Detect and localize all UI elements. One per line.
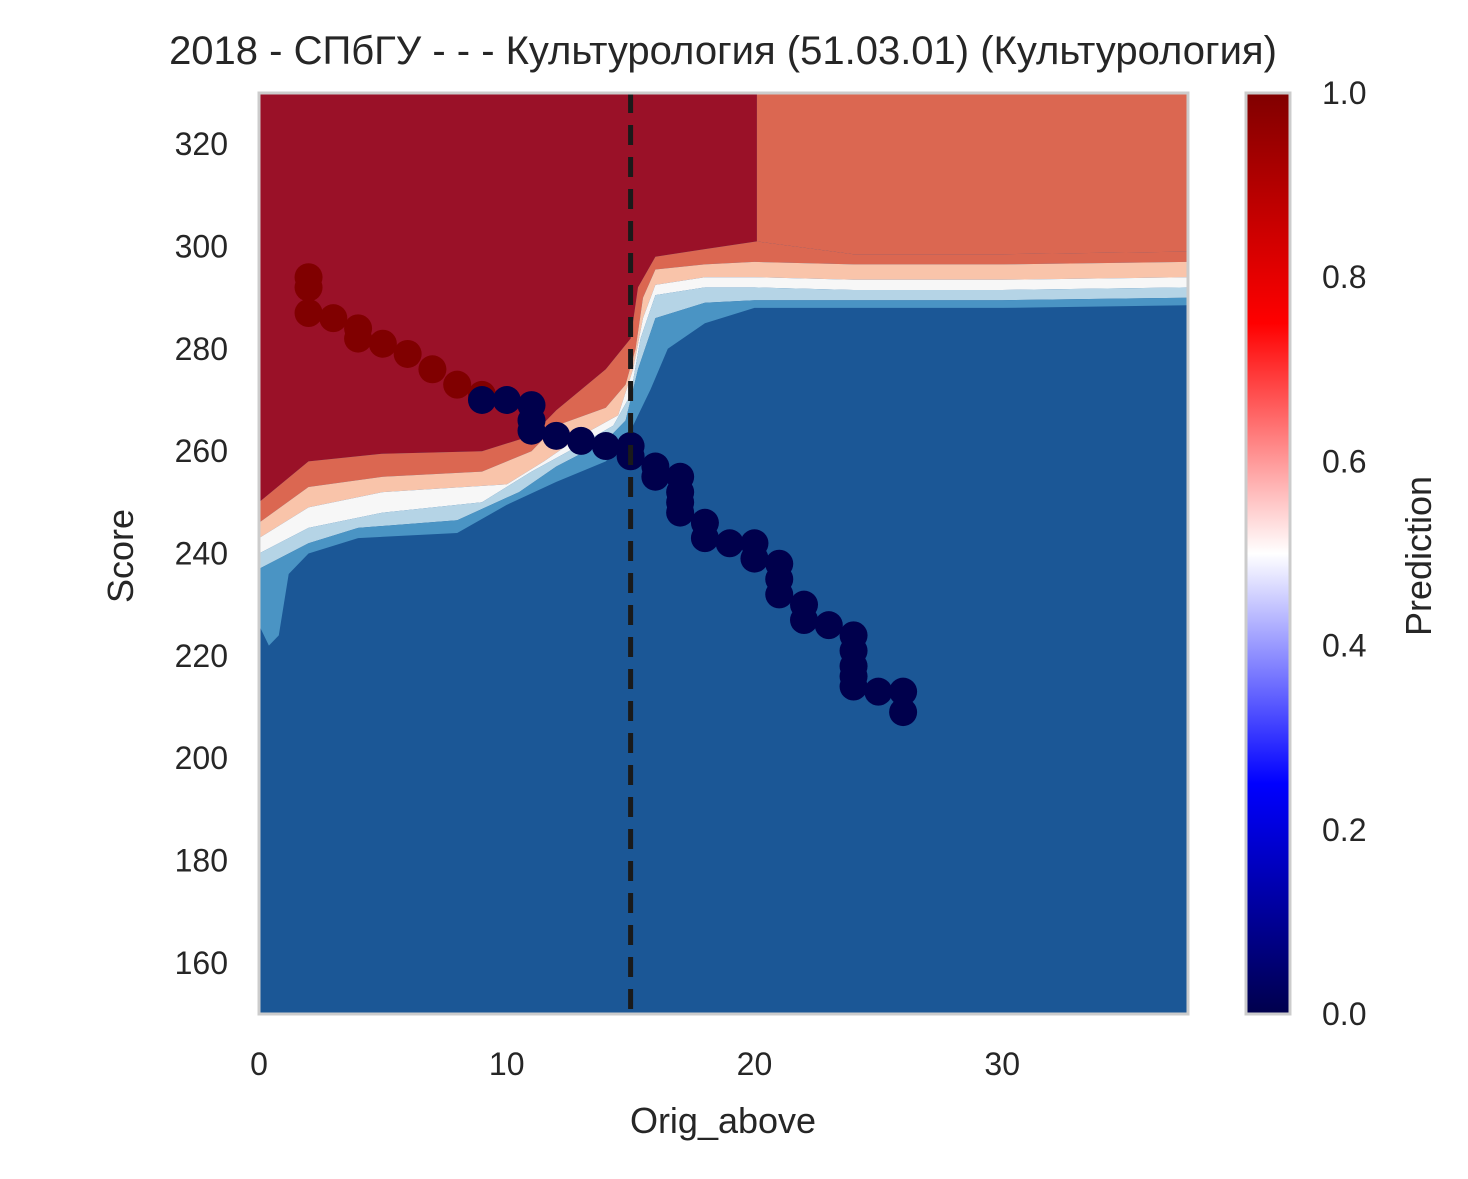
x-tick-label: 10 <box>489 1046 525 1082</box>
y-tick-label: 180 <box>175 843 228 879</box>
scatter-point-high <box>294 299 323 328</box>
y-tick-label: 280 <box>175 331 228 367</box>
colorbar-label: Prediction <box>1398 476 1439 636</box>
x-tick-label: 0 <box>250 1046 268 1082</box>
scatter-point-low <box>467 386 496 414</box>
scatter-point-low <box>517 416 546 445</box>
scatter-point-high <box>319 304 348 333</box>
scatter-point-high <box>418 355 447 384</box>
transition-band-red <box>259 241 1188 523</box>
colorbar-ticks: 0.0 0.2 0.4 0.6 0.8 1.0 <box>1322 75 1366 1032</box>
scatter-point-low <box>666 498 695 527</box>
colorbar-tick-label: 0.6 <box>1322 443 1366 479</box>
scatter-point-low <box>641 462 670 491</box>
colorbar-tick-label: 0.2 <box>1322 812 1366 848</box>
scatter-point-low <box>864 677 893 706</box>
scatter-point-low <box>591 432 620 461</box>
scatter-point-low <box>889 677 918 706</box>
colorbar-tick-label: 0.8 <box>1322 259 1366 295</box>
scatter-point-high <box>443 370 472 399</box>
scatter-point-low <box>567 426 596 455</box>
y-axis-ticks: 160 180 200 220 240 260 280 300 320 <box>175 126 228 981</box>
y-tick-label: 240 <box>175 536 228 572</box>
scatter-point-low <box>839 672 868 701</box>
scatter-point-high <box>344 324 373 353</box>
y-tick-label: 260 <box>175 433 228 469</box>
x-tick-label: 20 <box>737 1046 773 1082</box>
scatter-point-high <box>393 339 422 368</box>
y-tick-label: 220 <box>175 638 228 674</box>
colorbar-tick-label: 0.0 <box>1322 996 1366 1032</box>
upper-right-region <box>756 93 1188 255</box>
y-axis-label: Score <box>100 509 141 603</box>
colorbar-tick-label: 0.4 <box>1322 628 1366 664</box>
scatter-point-low <box>790 606 819 635</box>
scatter-point-low <box>740 544 769 573</box>
scatter-point-low <box>492 386 521 414</box>
y-tick-label: 160 <box>175 945 228 981</box>
scatter-point-low <box>765 580 794 609</box>
scatter-point-low <box>690 524 719 553</box>
scatter-point-high <box>368 329 397 358</box>
colorbar-tick-label: 1.0 <box>1322 75 1366 111</box>
x-axis-label: Orig_above <box>630 1100 816 1141</box>
transition-band-salmon <box>259 261 1188 539</box>
colorbar <box>1244 91 1292 1016</box>
scatter-point-high <box>294 273 323 302</box>
scatter-point-low <box>715 529 744 558</box>
y-tick-label: 320 <box>175 126 228 162</box>
plot-frame <box>257 91 1190 1016</box>
scatter-point-low <box>542 421 571 450</box>
x-tick-label: 30 <box>984 1046 1020 1082</box>
y-tick-label: 300 <box>175 229 228 265</box>
transition-band-lightblue <box>259 287 1188 569</box>
chart-title: 2018 - СПбГУ - - - Культурология (51.03.… <box>169 29 1277 73</box>
scatter-point-low <box>814 611 843 640</box>
x-axis-ticks: 0 10 20 30 <box>250 1046 1020 1082</box>
scatter-point-low <box>889 698 918 727</box>
y-tick-label: 200 <box>175 740 228 776</box>
